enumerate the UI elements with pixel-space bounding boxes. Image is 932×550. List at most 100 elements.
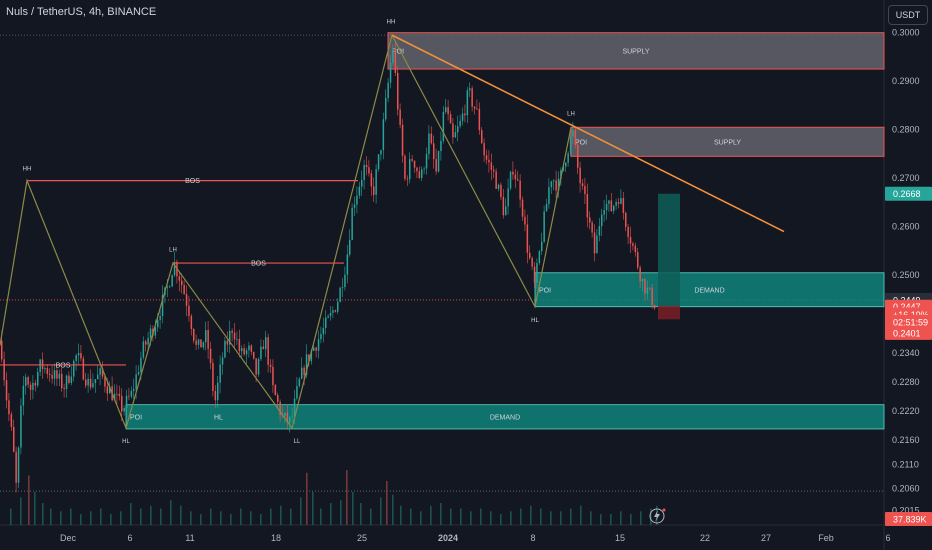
x-tick-label: 2024: [438, 533, 458, 543]
candle-body: [517, 179, 519, 181]
candle-body: [589, 217, 591, 223]
candle-body: [190, 316, 193, 329]
y-tick-label: 0.2160: [892, 435, 920, 445]
candle-body: [329, 312, 332, 317]
candle-body: [214, 391, 217, 401]
volume-bar: [460, 508, 462, 525]
candle-body: [641, 279, 644, 282]
volume-bar: [520, 508, 522, 525]
x-tick-label: 11: [185, 533, 194, 543]
poi-label: POI: [130, 414, 142, 421]
candle-body: [130, 390, 133, 397]
candle-body: [188, 305, 190, 317]
volume-bar: [630, 514, 632, 525]
candle-body: [272, 366, 274, 386]
candle-body: [373, 186, 375, 195]
volume-bar: [120, 511, 122, 525]
candle-body: [183, 285, 185, 295]
candle-body: [149, 328, 152, 338]
volume-bar: [42, 503, 44, 525]
candle-body: [615, 202, 617, 206]
volume-bar: [510, 511, 512, 525]
candle-body: [308, 354, 310, 362]
candle-body: [298, 378, 301, 387]
candle-body: [94, 379, 97, 384]
price-label-bg: [885, 512, 932, 526]
x-tick-label: 18: [271, 533, 281, 543]
candle-body: [490, 162, 493, 170]
candle-body: [507, 188, 509, 207]
candle-body: [567, 153, 569, 163]
volume-bar: [100, 508, 102, 525]
volume-bar: [610, 514, 612, 525]
volume-bar: [386, 481, 388, 525]
candle-body: [15, 451, 17, 483]
candle-body: [601, 214, 603, 227]
candle-body: [241, 348, 243, 352]
candle-body: [73, 360, 75, 377]
chart-title: Nuls / TetherUS, 4h, BINANCE: [6, 6, 157, 18]
candle-body: [39, 359, 41, 373]
candle-body: [596, 235, 598, 254]
candle-body: [526, 224, 529, 253]
candle-body: [495, 171, 497, 189]
notification-dot: [662, 508, 666, 512]
candle-body: [514, 174, 517, 180]
candle-body: [505, 206, 507, 216]
volume-bar: [260, 514, 262, 525]
x-tick-label: 15: [615, 533, 625, 543]
candle-body: [565, 162, 567, 167]
candle-body: [406, 178, 409, 180]
candle-body: [255, 358, 257, 375]
candle-body: [89, 378, 92, 388]
candle-body: [469, 88, 471, 91]
currency-button[interactable]: USDT: [888, 5, 928, 25]
volume-bar: [550, 511, 552, 525]
volume-bar: [28, 475, 30, 525]
candle-body: [317, 339, 320, 351]
candle-body: [80, 353, 82, 359]
candle-body: [289, 417, 291, 423]
y-tick-label: 0.2015: [892, 505, 920, 515]
x-tick-label: Feb: [818, 533, 834, 543]
candle-body: [411, 159, 413, 161]
candle-body: [389, 62, 392, 83]
candle-body: [25, 377, 27, 386]
volume-bar: [620, 511, 622, 525]
volume-bar: [530, 505, 532, 525]
candle-body: [46, 368, 49, 374]
candle-body: [500, 184, 502, 197]
volume-bar: [500, 514, 502, 525]
volume-bar: [410, 508, 412, 525]
candle-body: [101, 368, 104, 377]
candle-body: [3, 359, 5, 381]
volume-bar: [60, 511, 62, 525]
candle-body: [243, 348, 245, 355]
candle-body: [353, 204, 356, 208]
candle-body: [212, 362, 214, 392]
candle-body: [625, 212, 627, 227]
x-tick-label: 8: [530, 533, 535, 543]
candle-body: [58, 373, 61, 379]
candle-body: [586, 194, 589, 218]
candle-body: [291, 416, 293, 418]
y-tick-label: 0.2280: [892, 377, 920, 387]
price-label: 0.2401: [893, 328, 921, 338]
bos-label: BOS: [251, 261, 266, 268]
candle-body: [123, 408, 125, 412]
candle-body: [145, 341, 147, 345]
candle-body: [44, 368, 46, 370]
candle-body: [34, 382, 37, 386]
candle-body: [622, 198, 625, 213]
candle-body: [68, 375, 70, 383]
candle-body: [608, 200, 610, 204]
candle-body: [399, 109, 401, 125]
x-tick-label: 6: [885, 533, 890, 543]
volume-bar: [380, 497, 382, 525]
price-label-bg: [885, 325, 932, 340]
candle-body: [226, 340, 229, 345]
candle-body: [478, 109, 481, 131]
candle-body: [75, 355, 77, 361]
